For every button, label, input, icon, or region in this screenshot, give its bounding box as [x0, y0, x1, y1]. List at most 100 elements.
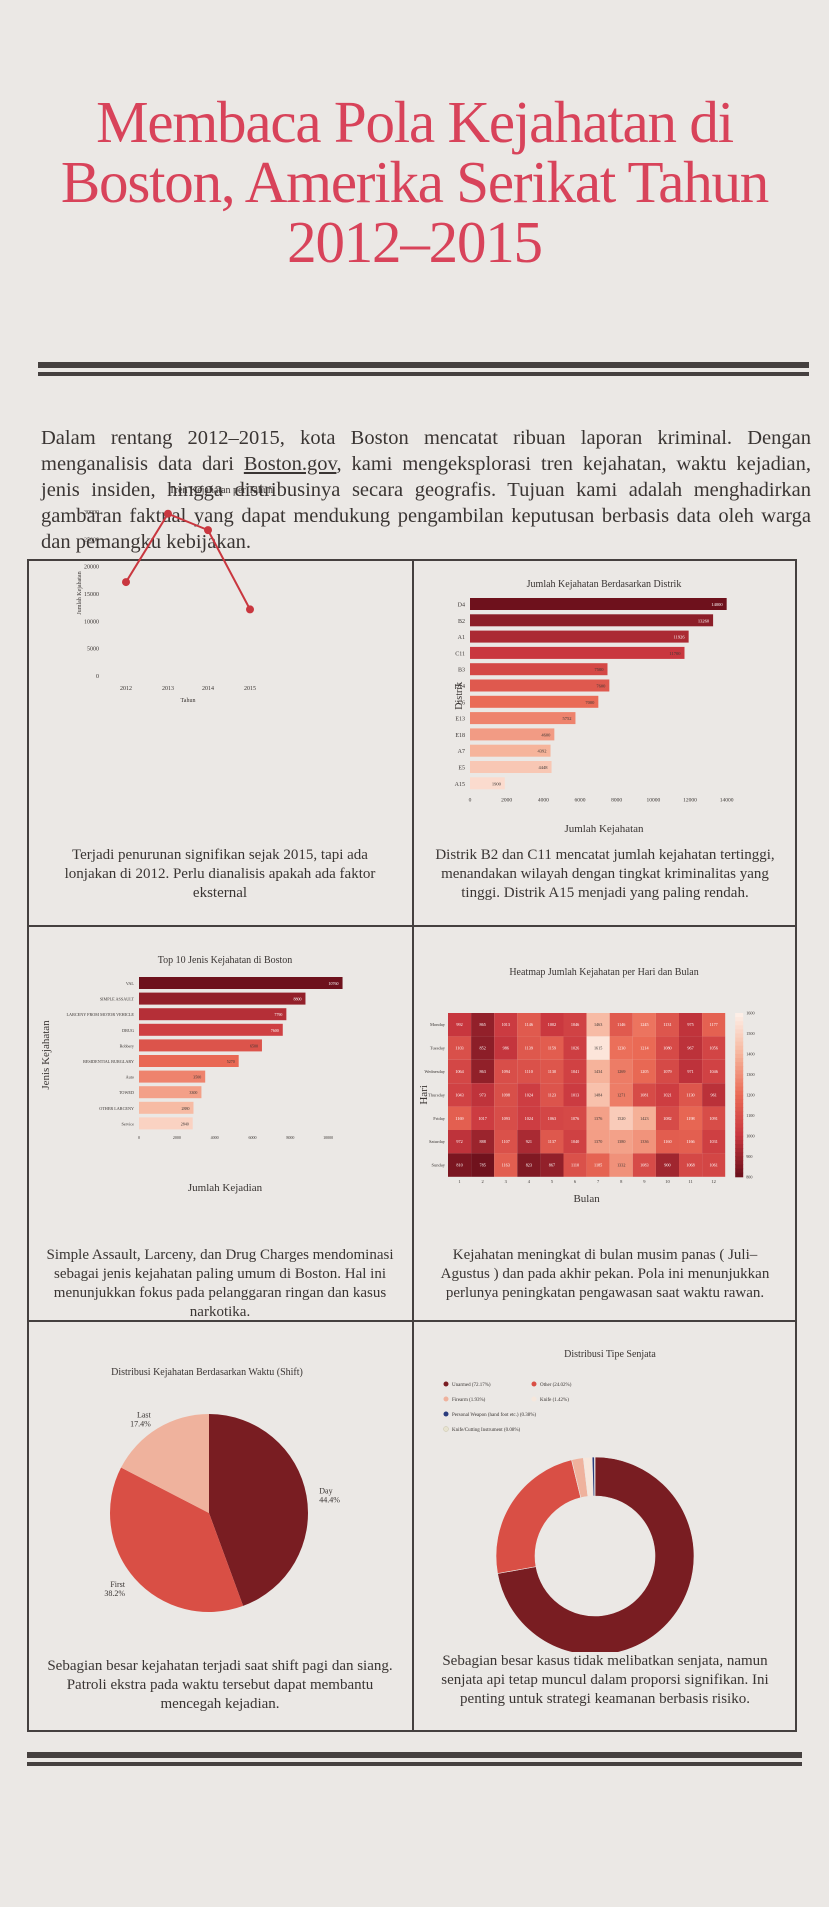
month-label: 12	[711, 1179, 716, 1184]
bar-drug	[139, 1023, 283, 1036]
district-label: B3	[458, 668, 465, 674]
heat-cell	[517, 1059, 541, 1084]
crime-type-label: DRUG	[122, 1028, 134, 1033]
bar-B2	[470, 614, 714, 627]
heat-cell	[609, 1013, 633, 1037]
bar-value-label: 7000	[585, 700, 595, 705]
x-axis-label: Jumlah Kejahatan	[564, 823, 644, 835]
colorbar-segment	[735, 1164, 744, 1170]
district-label: E18	[455, 733, 465, 739]
slice-value-label: 17.4%	[130, 1419, 151, 1428]
source-link[interactable]: Boston.gov	[243, 452, 337, 475]
heat-cell	[563, 1083, 587, 1107]
heat-cell-value: 1110	[571, 1163, 579, 1168]
grid-divider-row1	[27, 925, 797, 927]
donut-slice-other	[495, 1459, 582, 1574]
crime-type-label: TOWED	[119, 1090, 134, 1095]
legend-label: Unarmed (72.17%)	[452, 1383, 491, 1388]
heat-cell-value: 992	[456, 1022, 462, 1027]
heat-cell	[679, 1083, 703, 1107]
legend-marker	[443, 1426, 449, 1432]
heat-cell	[632, 1059, 656, 1084]
colorbar-tick: 1000	[746, 1133, 754, 1138]
colorbar-segment	[735, 1107, 744, 1112]
heat-cell	[448, 1059, 472, 1084]
heat-cell	[471, 1083, 495, 1107]
heat-cell-value: 1166	[686, 1139, 694, 1144]
bar-value-label: 14000	[711, 602, 723, 607]
district-title: Jumlah Kejahatan Berdasarkan Distrik	[527, 579, 682, 590]
heat-cell-value: 1040	[571, 1139, 579, 1144]
y-axis-label: Jumlah Kejahatan	[77, 571, 83, 614]
heat-cell	[655, 1106, 679, 1130]
bar-service	[139, 1117, 193, 1130]
donut-slice-unarmed	[497, 1456, 695, 1652]
colorbar-segment	[735, 1066, 744, 1071]
heat-cell	[632, 1153, 656, 1177]
bar-A7	[470, 744, 551, 757]
month-label: 8	[620, 1179, 623, 1184]
heat-cell-value: 1163	[502, 1163, 510, 1168]
heat-cell-value: 1076	[571, 1116, 579, 1121]
bar-larceny-from-motor-vehicle	[139, 1008, 287, 1021]
trend-title: Tren Kejahatan per Tahun	[169, 485, 273, 496]
colorbar-segment	[735, 1021, 744, 1026]
bar-E18	[470, 728, 555, 741]
y-tick-label: 10000	[84, 619, 99, 625]
heat-cell-value: 1130	[548, 1069, 556, 1074]
heat-cell	[540, 1059, 564, 1084]
colorbar-tick: 1300	[746, 1072, 754, 1077]
bar-value-label: 10760	[329, 981, 339, 986]
heat-cell	[517, 1083, 541, 1107]
crime-type-label: Service	[121, 1121, 134, 1126]
colorbar-segment	[735, 1029, 744, 1034]
bar-value-label: 7500	[595, 667, 605, 672]
heat-cell	[702, 1013, 726, 1037]
heat-cell	[586, 1083, 610, 1107]
colorbar-tick: 1200	[746, 1092, 754, 1097]
y-tick-label: 5000	[87, 647, 99, 653]
bar-other-larceny	[139, 1101, 194, 1114]
divider-bottom-thin	[27, 1762, 802, 1766]
x-tick-label: 8000	[286, 1135, 294, 1140]
bar-value-label: 7790	[274, 1012, 282, 1017]
heat-cell	[540, 1153, 564, 1177]
bar-value-label: 5270	[227, 1059, 235, 1064]
colorbar-segment	[735, 1041, 744, 1047]
x-tick-label: 10000	[646, 798, 660, 804]
district-label: D4	[458, 603, 465, 609]
colorbar-segment	[735, 1098, 744, 1104]
district-chart: Jumlah Kejahatan Berdasarkan Distrik D4 14…	[454, 579, 734, 835]
heat-cell	[494, 1059, 518, 1084]
colorbar-segment	[735, 1086, 744, 1092]
x-tick-label: 6000	[249, 1135, 257, 1140]
heat-cell	[586, 1106, 610, 1130]
bar-A15	[470, 777, 505, 790]
x-tick-label: 2014	[202, 686, 214, 692]
heat-cell-value: 1159	[548, 1046, 556, 1051]
grid-divider-row2	[27, 1320, 797, 1322]
heat-cell	[448, 1130, 472, 1154]
heat-cell	[471, 1059, 495, 1084]
heat-cell-value: 1079	[663, 1069, 671, 1074]
y-axis-label: Distrik	[454, 682, 465, 710]
heat-cell	[471, 1106, 495, 1130]
x-tick-label: 10000	[323, 1135, 333, 1140]
pie-slice-last	[121, 1414, 209, 1513]
heat-cell-value: 1185	[594, 1163, 602, 1168]
heat-cell	[586, 1036, 610, 1060]
x-tick-label: 2013	[162, 686, 174, 692]
colorbar-segment	[735, 1078, 744, 1084]
colorbar-tick: 900	[746, 1154, 752, 1159]
x-tick-label: 12000	[683, 798, 697, 804]
y-tick-label: 20000	[84, 565, 99, 571]
heat-cell-value: 1177	[710, 1022, 718, 1027]
bar-val	[139, 977, 343, 989]
divider-bottom	[27, 1752, 802, 1758]
heat-cell-value: 971	[687, 1069, 693, 1074]
heat-cell-value: 1370	[594, 1139, 602, 1144]
heat-cell	[586, 1153, 610, 1177]
heat-cell-value: 1131	[663, 1022, 671, 1027]
bar-residential-burglary	[139, 1055, 239, 1067]
pie-slice-day	[209, 1414, 309, 1606]
